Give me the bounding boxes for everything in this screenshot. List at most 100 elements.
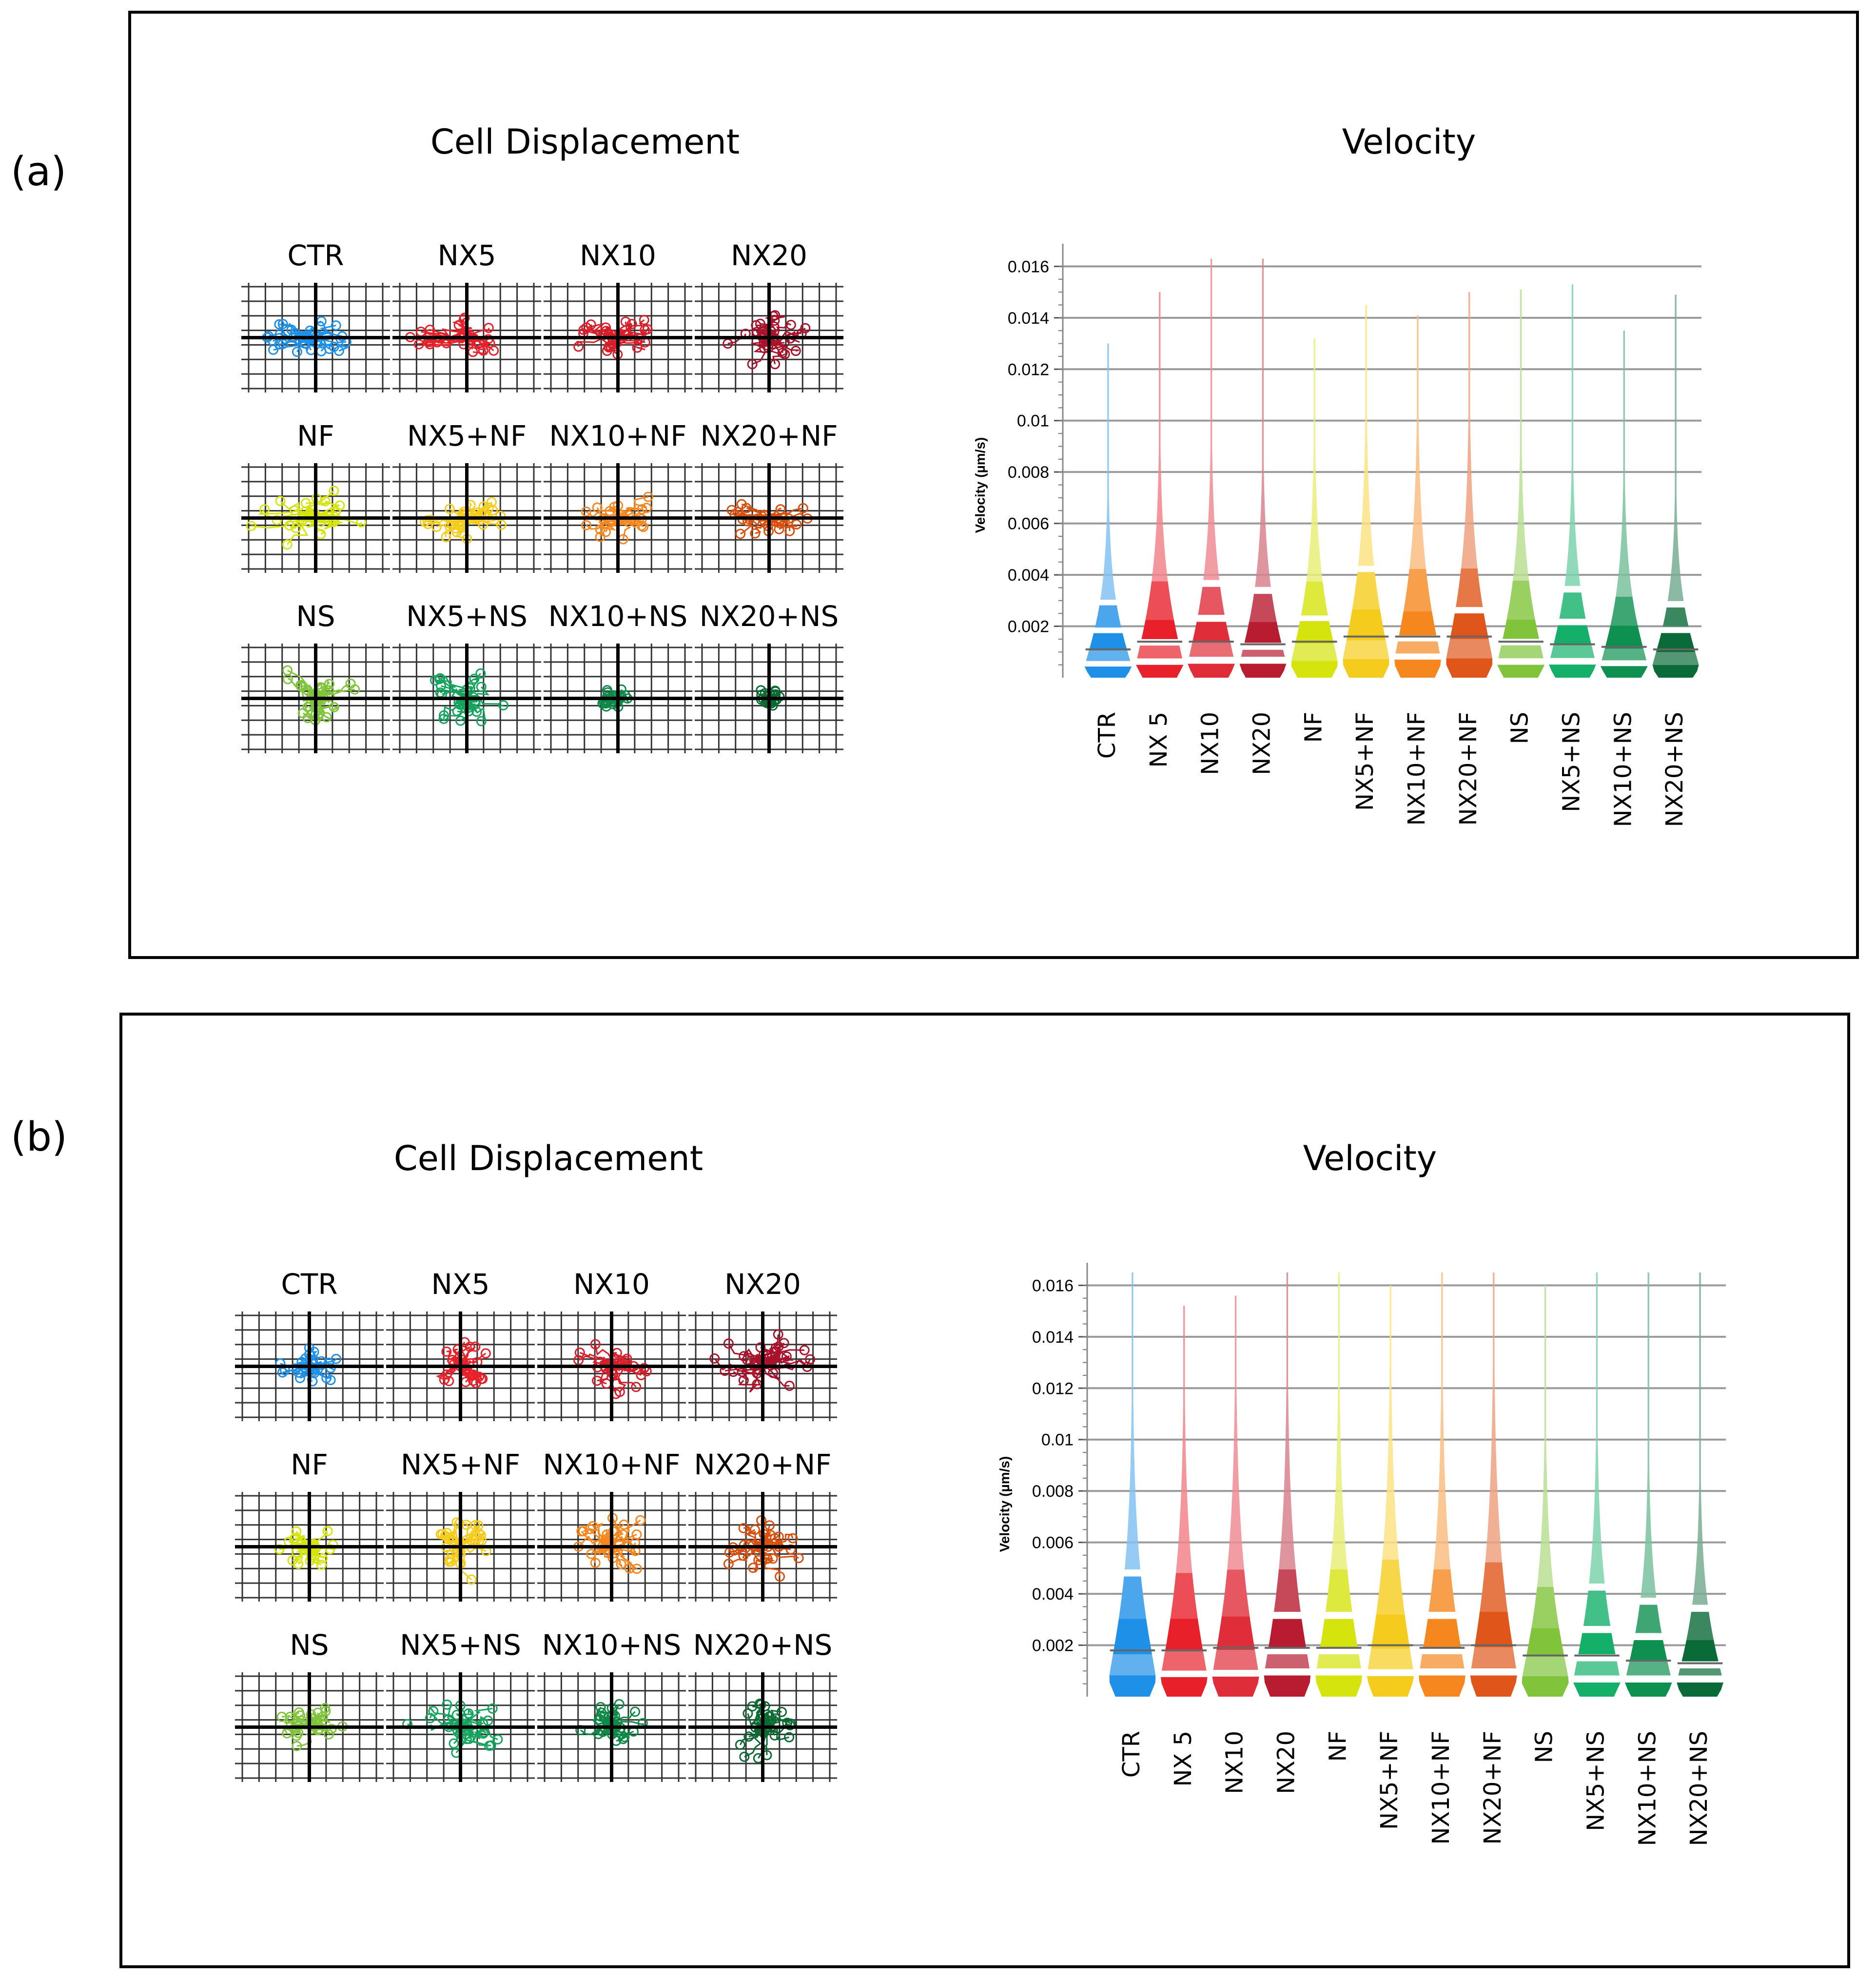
y-tick-label: 0.006 <box>1008 515 1049 533</box>
cell-track <box>457 1726 484 1740</box>
track-endpoint <box>345 678 356 689</box>
x-tick-label: NX 5 <box>1170 1731 1197 1787</box>
violin-segment <box>1212 1676 1259 1697</box>
cell-track <box>460 1352 487 1367</box>
track-endpoint <box>785 319 796 330</box>
track-endpoint <box>321 712 332 723</box>
violin <box>1343 305 1389 678</box>
cell-track <box>298 1361 313 1370</box>
displacement-cell: NX10 <box>544 239 692 392</box>
cell-track <box>440 689 471 699</box>
violin-segment <box>1480 1562 1508 1612</box>
track-endpoint <box>739 1540 749 1550</box>
track-endpoint <box>422 515 433 526</box>
track-endpoint <box>480 1348 491 1359</box>
violin <box>1600 331 1648 678</box>
cell-track <box>309 1362 334 1370</box>
track-endpoint <box>475 668 486 679</box>
panel-a-velocity-chart: 0.002 0.004 0.006 0.008 0.01 0.012 0.014 0.016 V… <box>973 244 1701 827</box>
violin-segment <box>1604 626 1643 649</box>
x-tick-label: NX20+NS <box>1685 1731 1713 1846</box>
x-tick-label: NX5+NS <box>1582 1731 1609 1831</box>
track-endpoint <box>595 531 606 542</box>
track-endpoint <box>738 1523 749 1533</box>
displacement-cell-label: NS <box>296 600 335 633</box>
violin-segment <box>1161 1651 1207 1671</box>
displacement-cell: NF <box>235 1448 384 1602</box>
panel-b-velocity-chart: 0.002 0.004 0.006 0.008 0.01 0.012 0.014 0.016 V… <box>997 1263 1726 1846</box>
track-endpoint <box>643 491 654 502</box>
track-endpoint <box>748 1563 759 1573</box>
panel-b-displacement-title: Cell Displacement <box>393 1138 704 1178</box>
track-endpoint <box>435 1529 446 1540</box>
track-endpoint <box>791 519 802 530</box>
track-endpoint <box>470 1520 481 1530</box>
track-endpoint <box>581 322 592 333</box>
track-endpoint <box>478 345 489 356</box>
x-tick-label: NX10+NF <box>1427 1731 1455 1845</box>
violin-segment <box>1325 1569 1352 1612</box>
track-endpoint <box>489 345 499 356</box>
violin-segment <box>1522 1676 1569 1697</box>
violin-segment <box>1152 292 1168 582</box>
track-endpoint <box>641 503 652 513</box>
x-tick-label: NX20+NS <box>1661 712 1688 827</box>
violin-segment <box>1239 664 1287 678</box>
track-endpoint <box>276 1711 287 1722</box>
track-endpoint <box>769 1730 780 1741</box>
violin-segment <box>1681 1640 1719 1662</box>
violin <box>1109 1272 1156 1697</box>
displacement-cell: NX5+NS <box>386 1628 535 1782</box>
violin <box>1212 1295 1259 1697</box>
violin-segment <box>1635 1605 1662 1633</box>
violin <box>1084 343 1132 678</box>
track-endpoint <box>586 1548 597 1559</box>
track-endpoint <box>438 713 449 724</box>
cell-track <box>456 336 473 350</box>
track-endpoint <box>476 682 487 692</box>
cell-track <box>309 327 325 339</box>
track-endpoint <box>594 1714 605 1725</box>
violin <box>1136 292 1184 678</box>
track-endpoint <box>434 674 445 685</box>
violin-segment <box>1113 1619 1152 1654</box>
violin <box>1315 1272 1362 1697</box>
violin-segment <box>1136 665 1184 678</box>
violin-segment <box>1578 1633 1616 1654</box>
x-tick-label: NS <box>1531 1731 1558 1763</box>
track-endpoint <box>592 502 603 513</box>
violin-segment <box>1198 587 1225 615</box>
violin-segment <box>1269 1619 1306 1647</box>
track-endpoint <box>292 1741 302 1751</box>
track-endpoint <box>478 501 489 512</box>
displacement-cell-label: NX5+NS <box>400 1628 521 1662</box>
violin-segment <box>1330 1272 1348 1569</box>
track-endpoint <box>293 1367 304 1378</box>
y-tick-label: 0.004 <box>1032 1585 1074 1604</box>
track-endpoint <box>631 1564 642 1574</box>
track-endpoint <box>294 1373 305 1384</box>
track-endpoint <box>784 526 795 536</box>
y-tick-label: 0.014 <box>1032 1328 1074 1347</box>
track-endpoint <box>277 319 288 330</box>
displacement-cell-label: NX5+NF <box>400 1448 521 1481</box>
track-endpoint <box>743 1708 753 1719</box>
cell-tracks <box>723 1515 804 1582</box>
violin-segment <box>1160 1677 1208 1697</box>
track-endpoint <box>476 1374 487 1385</box>
track-endpoint <box>773 1531 784 1542</box>
y-tick-label: 0.008 <box>1032 1482 1074 1501</box>
track-endpoint <box>444 1376 454 1387</box>
violin-segment <box>1610 596 1638 626</box>
cell-track <box>724 1364 763 1375</box>
violin-segment <box>1537 1285 1554 1587</box>
track-endpoint <box>474 1371 485 1382</box>
displacement-cell: CTR <box>235 1268 384 1421</box>
violin-segment <box>1274 1569 1301 1612</box>
track-endpoint <box>742 1354 752 1365</box>
violin-segment <box>1450 613 1489 639</box>
track-endpoint <box>329 486 339 496</box>
violin-segment <box>1461 292 1478 568</box>
track-endpoint <box>775 504 786 515</box>
track-endpoint <box>495 510 506 521</box>
